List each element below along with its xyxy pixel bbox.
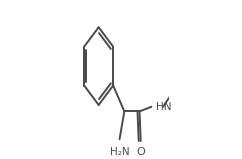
- Text: H₂N: H₂N: [110, 147, 129, 156]
- Text: O: O: [136, 147, 145, 157]
- Text: HN: HN: [156, 102, 172, 112]
